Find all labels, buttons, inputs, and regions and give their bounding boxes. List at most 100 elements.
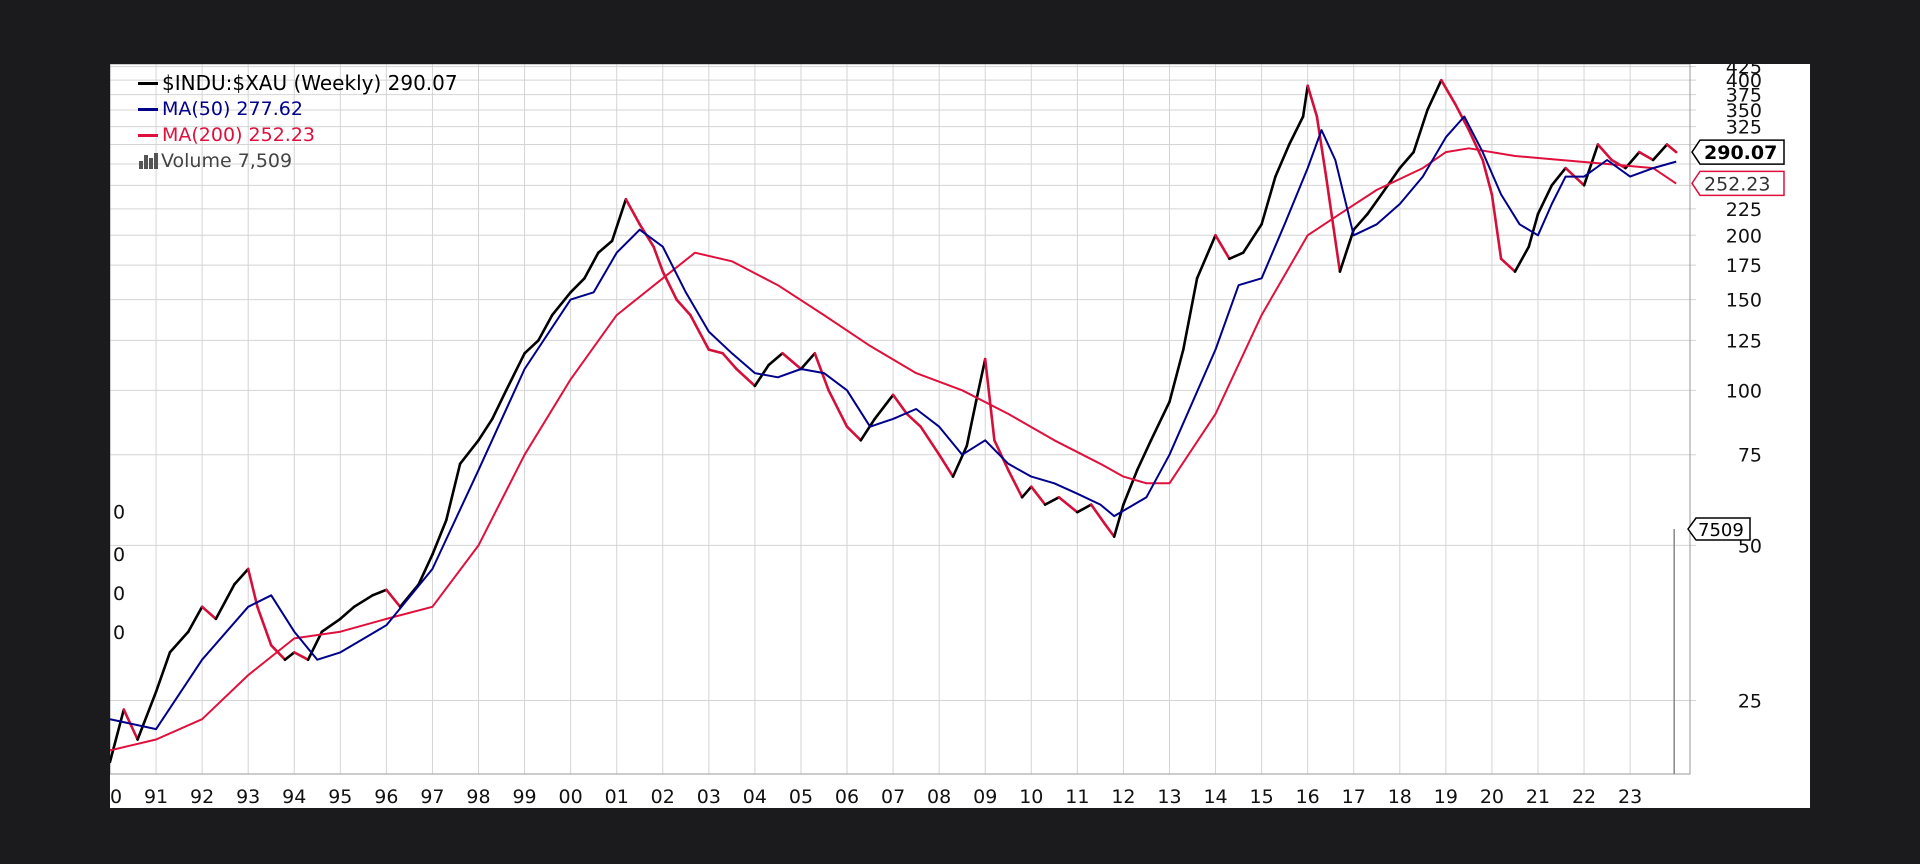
price-line-segment (293, 651, 310, 662)
x-tick-label: 20 (1480, 786, 1504, 808)
plot-area-border (110, 64, 1691, 775)
price-line-segment (523, 339, 540, 355)
volume-axis-label: 0 (113, 583, 125, 605)
price-last-value-label: 290.07 (1704, 142, 1777, 164)
price-line-segment (1426, 78, 1443, 112)
x-tick-label: 90 (110, 786, 122, 808)
price-line-segment (306, 630, 324, 662)
x-tick-label: 92 (190, 786, 214, 808)
price-line-segment (1112, 503, 1125, 538)
price-line-segment (721, 351, 738, 371)
volume-last-value-box (1687, 517, 1751, 541)
price-line-segment (1195, 234, 1217, 280)
price-line-segment (596, 239, 614, 254)
price-line-segment (873, 393, 895, 421)
legend-label-ma200: MA(200) 252.23 (162, 124, 316, 146)
price-line-segment (937, 453, 955, 478)
x-tick-label: 05 (789, 786, 813, 808)
price-line-segment (1020, 485, 1033, 499)
x-tick-label: 06 (835, 786, 859, 808)
price-chart: 2550751001251501752002253253503754004259… (110, 64, 1785, 808)
y-tick-label: 400 (1726, 70, 1762, 92)
x-tick-label: 14 (1203, 786, 1227, 808)
price-line-segment (1490, 193, 1503, 261)
legend-label-ma50: MA(50) 277.62 (162, 98, 303, 120)
y-tick-label: 325 (1726, 117, 1762, 139)
y-tick-label: 375 (1726, 85, 1762, 107)
price-line-segment (233, 567, 250, 586)
x-tick-label: 04 (743, 786, 767, 808)
price-line-segment (1043, 495, 1061, 506)
x-tick-label: 22 (1572, 786, 1596, 808)
x-tick-label: 98 (466, 786, 490, 808)
price-line-segment (624, 197, 642, 226)
price-line-segment (1029, 485, 1047, 506)
y-tick-label: 50 (1738, 535, 1762, 557)
x-tick-label: 01 (605, 786, 629, 808)
price-line-segment (1651, 143, 1669, 162)
volume-axis-label: 0 (113, 622, 125, 644)
price-line-segment (1453, 102, 1471, 132)
price-line-segment (371, 588, 388, 597)
price-line-segment (707, 348, 725, 355)
price-line-segment (905, 412, 923, 429)
price-line-segment (477, 417, 494, 442)
legend-label-price: $INDU:$XAU (Weekly) 290.07 (162, 71, 458, 95)
price-line-segment (1168, 348, 1185, 404)
x-tick-label: 13 (1157, 786, 1181, 808)
price-line-segment (385, 588, 402, 609)
chart-legend: $INDU:$XAU (Weekly) 290.07 MA(50) 277.62… (138, 70, 458, 174)
price-line-segment (675, 298, 692, 317)
price-line-segment (1440, 78, 1457, 106)
price-line-segment (490, 388, 508, 421)
x-tick-label: 09 (973, 786, 997, 808)
price-line-segment (537, 313, 554, 342)
price-line-segment (1550, 166, 1567, 187)
price-line-segment (1412, 108, 1429, 154)
price-line-segment (110, 708, 126, 764)
volume-axis-label: 0 (113, 501, 125, 523)
legend-item-ma50: MA(50) 277.62 (138, 96, 458, 122)
price-line-segment (1513, 245, 1531, 273)
price-line-segment (735, 367, 757, 388)
price-line-segment (1527, 212, 1540, 248)
x-tick-label: 23 (1618, 786, 1642, 808)
price-line-segment (1135, 438, 1153, 472)
price-line-segment (781, 351, 803, 371)
price-line-segment (246, 567, 259, 609)
volume-last-value-label: 7509 (1698, 520, 1744, 541)
x-tick-label: 99 (512, 786, 536, 808)
x-tick-label: 95 (328, 786, 352, 808)
legend-line-swatch (138, 133, 158, 137)
legend-line-swatch (138, 107, 158, 111)
ma200-last-value-label: 252.23 (1704, 173, 1770, 195)
y-tick-label: 425 (1726, 64, 1762, 79)
x-tick-label: 17 (1342, 786, 1366, 808)
price-line-segment (1380, 166, 1402, 196)
x-tick-label: 97 (420, 786, 444, 808)
y-tick-label: 175 (1726, 255, 1762, 277)
price-line-segment (136, 690, 158, 741)
price-line-segment (1665, 143, 1678, 154)
price-line-segment (1260, 175, 1277, 226)
x-tick-label: 02 (651, 786, 675, 808)
price-line-segment (458, 438, 480, 466)
legend-line-swatch (138, 81, 158, 85)
price-line-segment (1338, 228, 1355, 273)
y-tick-label: 200 (1726, 225, 1762, 247)
x-tick-label: 96 (374, 786, 398, 808)
price-line-segment (352, 593, 374, 609)
y-tick-label: 75 (1738, 445, 1762, 467)
price-line-segment (1075, 503, 1093, 514)
price-line-segment (569, 277, 586, 294)
price-line-segment (444, 462, 462, 522)
x-tick-label: 94 (282, 786, 306, 808)
price-line-segment (583, 251, 600, 280)
ma200-last-value-label-box (1691, 170, 1785, 197)
price-line-segment (689, 313, 711, 351)
price-line-segment (1596, 143, 1613, 162)
legend-item-ma200: MA(200) 252.23 (138, 122, 458, 148)
x-tick-label: 07 (881, 786, 905, 808)
volume-bars-icon (138, 153, 158, 169)
price-line-segment (1352, 212, 1369, 231)
